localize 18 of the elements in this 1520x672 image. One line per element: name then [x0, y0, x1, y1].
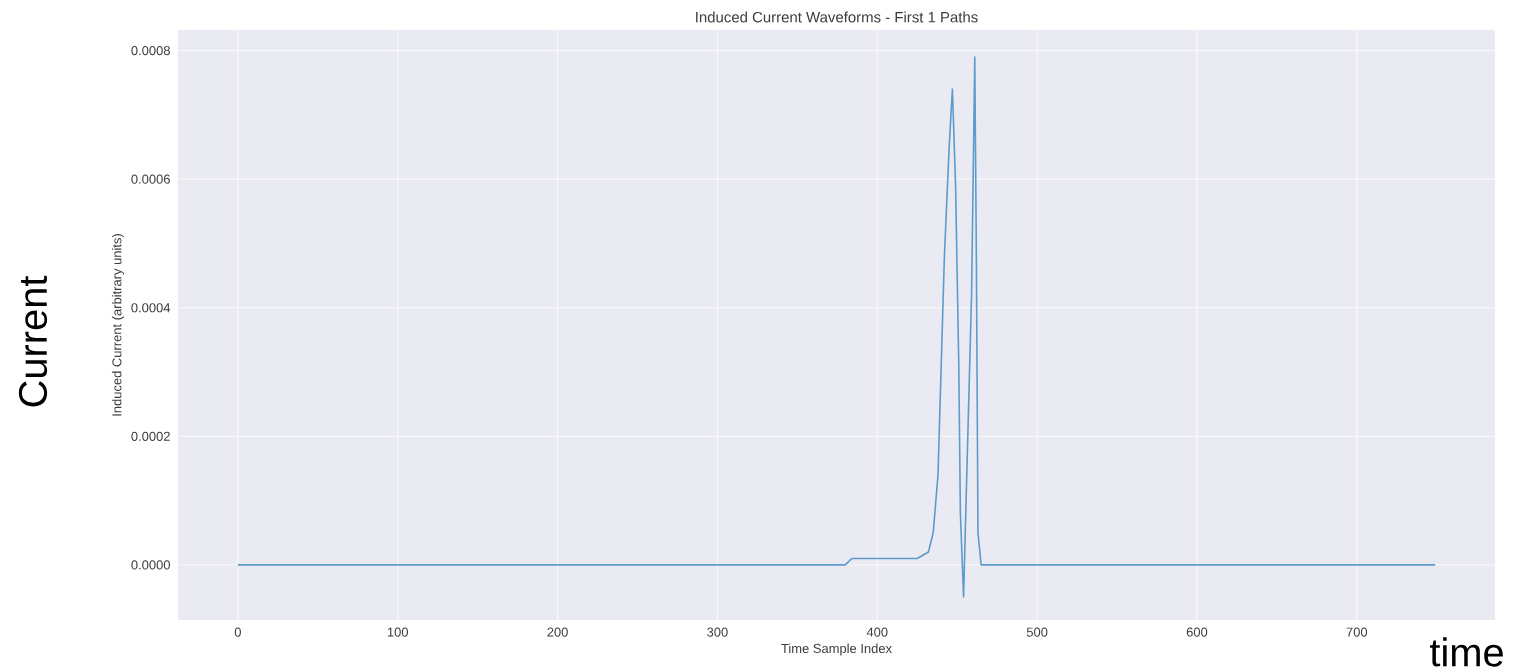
- x-tick-label: 700: [1346, 627, 1368, 637]
- x-tick-label: 500: [1026, 627, 1048, 637]
- x-tick-label: 400: [866, 627, 888, 637]
- chart-title: Induced Current Waveforms - First 1 Paths: [696, 11, 978, 23]
- text: Current: [18, 275, 48, 407]
- x-tick-label: 600: [1186, 627, 1208, 637]
- y-axis-title: Induced Current (arbitrary units): [111, 234, 125, 416]
- y-tick-label: 0.0000: [131, 560, 170, 570]
- text: time: [1429, 637, 1503, 667]
- x-tick-label: 0: [234, 627, 241, 637]
- x-tick-label: 300: [707, 627, 728, 637]
- x-axis-title: Time Sample Index: [781, 643, 892, 656]
- x-tick-label: 100: [387, 627, 409, 637]
- y-tick-label: 0.0004: [131, 303, 171, 313]
- y-tick-label: 0.0002: [131, 431, 170, 441]
- y-tick-label: 0.0006: [131, 174, 170, 184]
- y-tick-label: 0.0008: [131, 45, 170, 56]
- x-tick-label: 200: [547, 627, 568, 637]
